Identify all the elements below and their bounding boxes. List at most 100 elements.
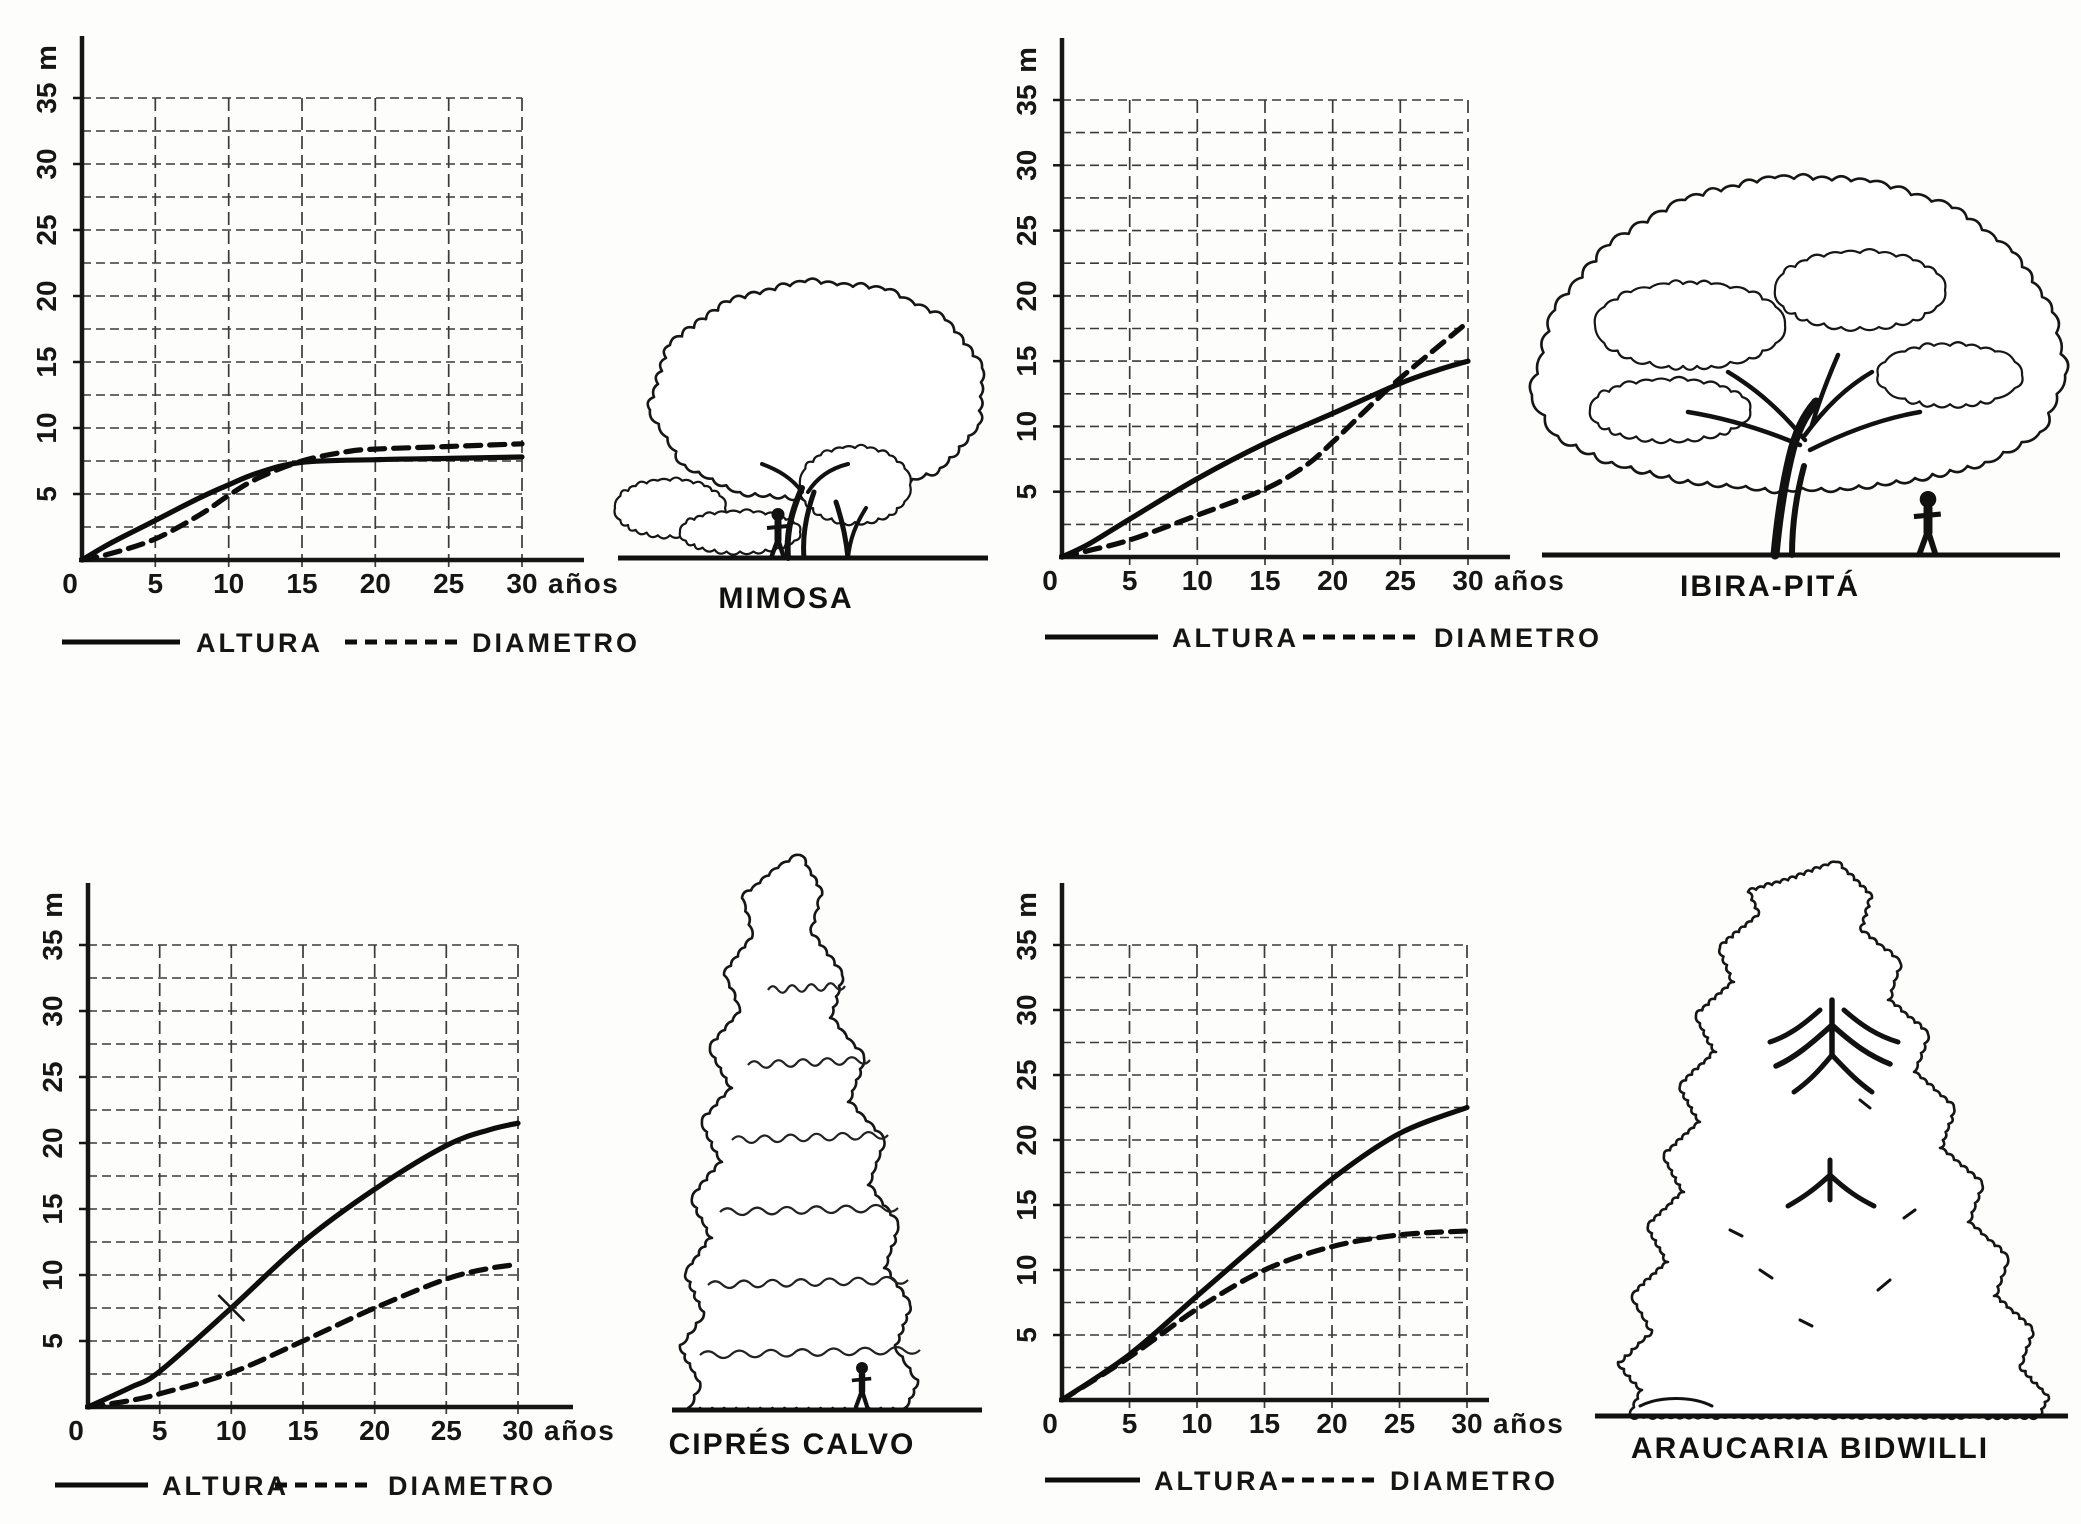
y-tick-label: 30 — [37, 995, 68, 1026]
x-tick-label: 10 — [1181, 1408, 1212, 1439]
tree-canopy — [1616, 860, 2051, 1421]
y-tick-label: 25 — [1011, 1059, 1042, 1090]
x-axis-unit-label: años — [1493, 1408, 1564, 1439]
human-figure-icon — [851, 1362, 872, 1409]
y-tick-label: 20 — [31, 280, 62, 311]
tree-branch-fan — [1767, 1007, 1901, 1045]
y-tick-label: 30 — [31, 148, 62, 179]
x-tick-label: 5 — [152, 1415, 168, 1446]
tree-branch — [1809, 352, 1841, 428]
x-tick-label: 15 — [287, 1415, 318, 1446]
x-tick-label: 25 — [1384, 1408, 1415, 1439]
y-tick-label: 25 — [37, 1061, 68, 1092]
tree-branch-fan — [1791, 1052, 1875, 1095]
tree-branch — [1685, 409, 1803, 448]
altura-curve — [79, 454, 525, 563]
x-tick-label: 10 — [216, 1415, 247, 1446]
chart-legend: ALTURA DIAMETRO — [1045, 1466, 1558, 1496]
y-tick-label: 5 — [1011, 1327, 1042, 1343]
tree-branch — [846, 506, 868, 560]
legend-label-altura: ALTURA — [196, 628, 323, 658]
tree-foliage-layer — [1876, 341, 2024, 409]
x-tick-label: 30 — [1452, 565, 1483, 596]
y-tick-label: 30 — [1011, 150, 1042, 181]
x-tick-label: 10 — [1182, 565, 1213, 596]
x-tick-label: 25 — [431, 1415, 462, 1446]
x-tick-label: 20 — [360, 568, 391, 599]
y-tick-label: 30 — [1011, 994, 1042, 1025]
growth-chart-araucaria-bidwilli: 5 10 15 20 25 30 35 m 0 5 10 15 20 25 30 años ALTURA DIAM… — [1011, 883, 1564, 1496]
diametro-curve — [1059, 319, 1471, 560]
tree-trunk — [801, 489, 817, 561]
tree-foliage-layer — [1588, 375, 1752, 445]
x-axis-unit-label: años — [1494, 565, 1565, 596]
x-tick-label: 30 — [502, 1415, 533, 1446]
tree-label-cipres-calvo: CIPRÉS CALVO — [668, 1428, 916, 1461]
y-tick-label: 15 — [1011, 346, 1042, 377]
tree-foliage-layer — [719, 1203, 899, 1217]
x-tick-label: 30 — [1451, 1408, 1482, 1439]
legend-label-altura: ALTURA — [162, 1471, 289, 1501]
diametro-curve — [79, 441, 525, 563]
tree-label-mimosa: MIMOSA — [718, 582, 854, 615]
x-mark-annotation — [217, 1294, 246, 1322]
growth-chart-cipres-calvo: 5 10 15 20 25 30 35 m 0 5 10 15 20 25 30 años ALTURA DIAM… — [37, 883, 614, 1501]
x-tick-label: 10 — [213, 568, 244, 599]
person-arms — [851, 1376, 872, 1383]
altura-curve — [1059, 358, 1471, 560]
y-tick-label: 25 — [31, 214, 62, 245]
legend-label-diametro: DIAMETRO — [1390, 1466, 1558, 1496]
y-tick-label: 5 — [37, 1333, 68, 1349]
chart-plot-area: 5 10 15 20 25 30 35 m 0 5 10 15 20 25 30 años — [1011, 38, 1565, 596]
legend-label-altura: ALTURA — [1154, 1466, 1281, 1496]
y-tick-label: 35 — [37, 929, 68, 960]
x-tick-label: 15 — [1249, 1408, 1280, 1439]
person-head — [1919, 491, 1937, 508]
tree-canopy — [678, 853, 920, 1413]
growth-chart-mimosa: 5 10 15 20 25 30 35 m 0 5 10 15 20 25 30 años ALTURA DIAM… — [31, 36, 637, 658]
person-leg — [775, 538, 787, 559]
y-tick-label: 10 — [1011, 411, 1042, 442]
y-tick-label: 20 — [1011, 1124, 1042, 1155]
y-tick-label: 15 — [31, 346, 62, 377]
tree-branch — [1725, 369, 1808, 443]
tree-trunk — [784, 485, 805, 561]
tree-illustration-araucaria-bidwilli-icon — [1595, 860, 2068, 1421]
tree-foliage-layer — [699, 1345, 921, 1360]
y-axis-unit-label: m — [31, 45, 63, 71]
x-tick-label: 20 — [1316, 1408, 1347, 1439]
x-tick-label: 5 — [148, 568, 164, 599]
tree-foliage-layer — [1593, 279, 1787, 371]
y-tick-label: 15 — [37, 1193, 68, 1224]
tree-foliage-layer — [747, 1056, 871, 1069]
diametro-curve — [85, 1261, 521, 1410]
x-tick-label: 5 — [1122, 565, 1138, 596]
chart-plot-area: 5 10 15 20 25 30 35 m 0 5 10 15 20 25 30 años — [37, 883, 614, 1446]
tree-trunk — [1770, 397, 1821, 560]
y-tick-label: 25 — [1011, 215, 1042, 246]
x-tick-label: 0 — [62, 568, 78, 599]
human-figure-icon — [766, 508, 789, 559]
tree-illustration-mimosa-icon — [613, 277, 988, 561]
tree-foliage-layer — [731, 1131, 889, 1144]
y-tick-label: 5 — [31, 486, 62, 502]
y-axis-unit-label: m — [37, 892, 69, 918]
tree-branch — [760, 462, 804, 494]
y-axis-unit-label: m — [1011, 892, 1043, 918]
x-tick-label: 5 — [1122, 1408, 1138, 1439]
y-tick-label: 10 — [1011, 1254, 1042, 1285]
tree-branch-fan — [1773, 997, 1893, 1069]
tree-foliage-layer — [1773, 248, 1947, 332]
y-tick-label: 35 — [1011, 929, 1042, 960]
x-tick-label: 15 — [1249, 565, 1280, 596]
x-tick-label: 0 — [68, 1415, 84, 1446]
x-tick-label: 20 — [1317, 565, 1348, 596]
tree-branch-fan — [1785, 1157, 1877, 1209]
tree-branch — [806, 462, 850, 494]
y-tick-label: 20 — [1011, 280, 1042, 311]
y-tick-label: 10 — [37, 1259, 68, 1290]
chart-legend: ALTURA DIAMETRO — [55, 1471, 553, 1501]
human-figure-icon — [1913, 491, 1942, 556]
x-tick-label: 15 — [286, 568, 317, 599]
